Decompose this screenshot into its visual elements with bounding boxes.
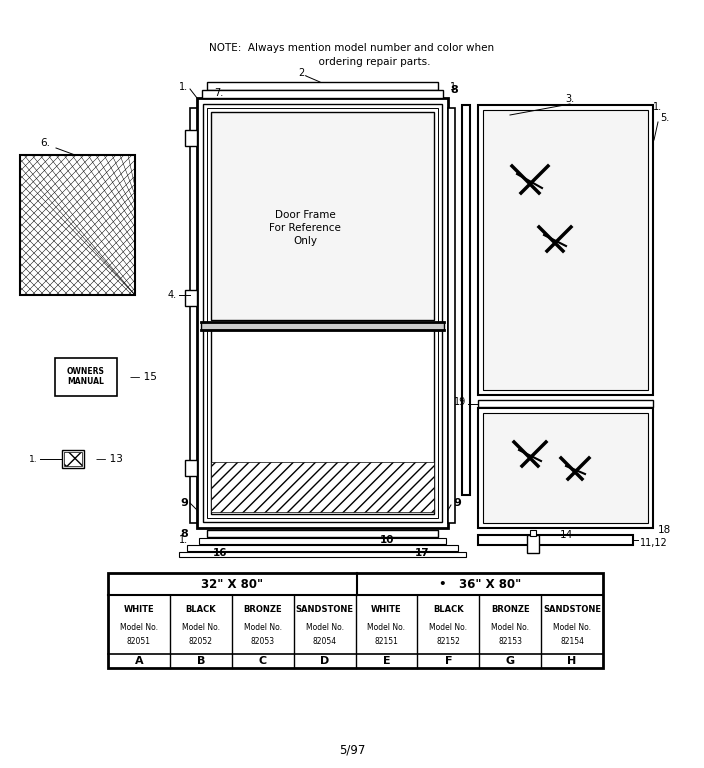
Bar [211,112,434,320]
Text: Model No.: Model No. [306,623,344,632]
Text: 1.: 1. [179,535,188,545]
Text: Model No.: Model No. [429,623,467,632]
Bar [108,573,603,668]
Text: 8: 8 [180,529,188,539]
Text: A: A [134,656,143,666]
Text: 17: 17 [415,548,429,558]
Bar [527,535,539,553]
Text: — 15: — 15 [130,372,157,382]
Bar [448,108,455,523]
Text: BRONZE: BRONZE [491,605,529,614]
Bar [179,552,466,557]
Text: 2.: 2. [298,68,307,78]
Text: 1.: 1. [450,82,459,92]
Text: 10: 10 [380,535,394,545]
Text: 82052: 82052 [189,637,213,646]
Text: Model No.: Model No. [491,623,529,632]
Text: 8: 8 [450,85,458,95]
Bar [207,530,438,537]
Text: BLACK: BLACK [433,605,464,614]
Bar [211,462,434,512]
Bar [64,452,82,466]
Text: WHITE: WHITE [124,605,154,614]
Text: ordering repair parts.: ordering repair parts. [273,57,431,67]
Text: B: B [196,656,205,666]
Bar [190,108,198,523]
Text: BLACK: BLACK [185,605,216,614]
Text: 1.: 1. [179,82,188,92]
Text: SANDSTONE: SANDSTONE [543,605,601,614]
Text: 18: 18 [658,525,671,535]
Text: C: C [258,656,267,666]
Bar [478,105,653,395]
Text: 82153: 82153 [498,637,522,646]
Text: D: D [320,656,329,666]
Bar [483,413,648,523]
Bar [185,130,197,146]
Text: 16: 16 [213,548,227,558]
Text: 82151: 82151 [375,637,398,646]
Text: 9: 9 [180,498,188,508]
Text: G: G [505,656,515,666]
Bar [478,400,653,407]
Bar [530,530,536,536]
Text: Model No.: Model No. [367,623,406,632]
Bar [462,105,470,495]
Text: Model No.: Model No. [244,623,282,632]
Text: E: E [383,656,390,666]
Text: F: F [444,656,452,666]
Text: 1.: 1. [653,102,662,112]
Text: H: H [567,656,577,666]
Text: NOTE:  Always mention model number and color when: NOTE: Always mention model number and co… [209,43,495,53]
Text: Door Frame: Door Frame [275,210,335,220]
Text: MANUAL: MANUAL [68,378,104,386]
Bar [483,110,648,390]
Text: 82053: 82053 [251,637,275,646]
Bar [185,290,197,306]
Bar [62,450,84,468]
Text: 4.: 4. [168,290,177,300]
Bar [199,538,446,544]
Bar [478,408,653,528]
Text: 82054: 82054 [313,637,337,646]
Text: •   36" X 80": • 36" X 80" [439,578,521,591]
Text: 7.: 7. [214,88,223,98]
Bar [207,108,438,518]
Bar [187,545,458,551]
Text: 32" X 80": 32" X 80" [201,578,263,591]
Text: 1.: 1. [30,455,38,464]
Text: 9: 9 [453,498,461,508]
Text: BRONZE: BRONZE [244,605,282,614]
Text: 6.: 6. [40,138,50,148]
Bar [203,104,442,522]
Text: 82152: 82152 [436,637,460,646]
Text: Model No.: Model No. [120,623,158,632]
Bar [185,460,197,476]
Bar [201,322,444,330]
Text: WHITE: WHITE [371,605,402,614]
Text: 11,12: 11,12 [640,538,668,548]
Text: OWNERS: OWNERS [67,368,105,376]
Text: 82154: 82154 [560,637,584,646]
Text: Model No.: Model No. [553,623,591,632]
Bar [207,82,438,90]
Text: SANDSTONE: SANDSTONE [296,605,353,614]
Text: 3.: 3. [565,94,574,104]
Text: 5.: 5. [660,113,670,123]
Text: 14: 14 [560,530,573,540]
Bar [478,535,633,545]
Bar [55,358,117,396]
Text: Only: Only [293,236,317,246]
Text: — 13: — 13 [96,454,123,464]
Bar [202,90,443,98]
Bar [211,330,434,514]
Text: For Reference: For Reference [269,223,341,233]
Bar [197,98,448,528]
Text: Model No.: Model No. [182,623,220,632]
Text: 82051: 82051 [127,637,151,646]
Text: 5/97: 5/97 [339,743,365,756]
Bar [20,155,135,295]
Text: 19: 19 [454,397,466,407]
